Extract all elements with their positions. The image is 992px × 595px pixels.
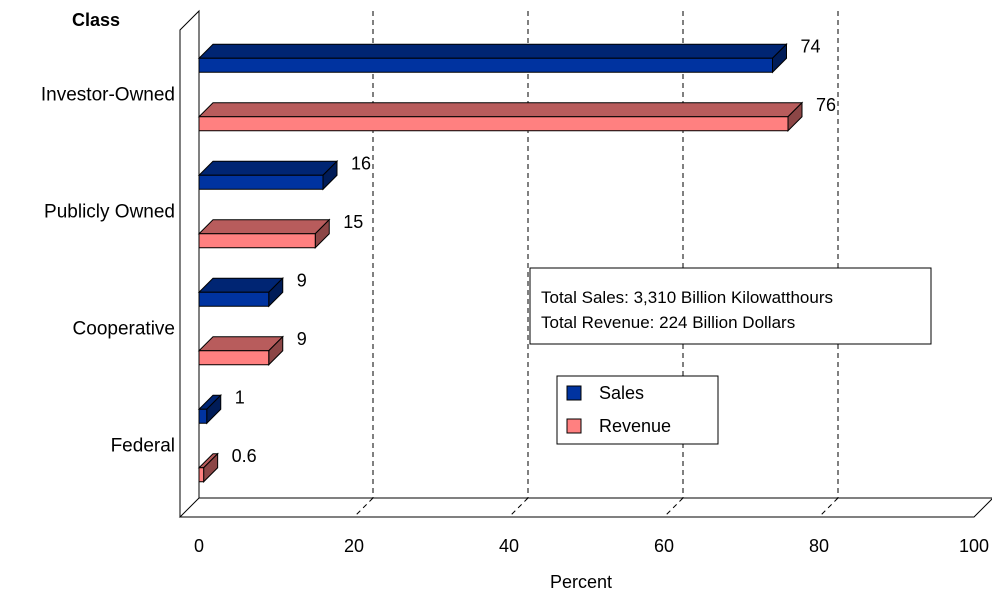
bar-sales-investor-owned (197, 43, 788, 74)
value-label-sales-cooperative: 9 (297, 270, 307, 290)
x-tick-label: 40 (499, 536, 519, 556)
category-axis-title: Class (72, 10, 120, 30)
bar-front (198, 116, 789, 132)
legend: Sales Revenue (556, 375, 719, 445)
value-label-revenue-federal: 0.6 (232, 446, 257, 466)
x-tick-label: 60 (654, 536, 674, 556)
bar-top (197, 160, 339, 176)
bar-revenue-publicly-owned (197, 218, 331, 249)
gridline-floor (508, 497, 529, 518)
annotation-line-sales: Total Sales: 3,310 Billion Kilowatthours (541, 288, 833, 307)
value-labels: 74 76 16 15 9 9 1 0.6 (232, 36, 836, 466)
bar-front (198, 291, 270, 307)
plot-frame (178, 9, 992, 518)
bar-sales-publicly-owned (197, 160, 339, 191)
value-label-revenue-cooperative: 9 (297, 329, 307, 349)
bar-top (197, 43, 788, 59)
x-tick-labels: 0 20 40 60 80 100 (194, 536, 989, 556)
bar-front (198, 350, 270, 366)
x-tick-label: 80 (809, 536, 829, 556)
bar-sales-federal (197, 394, 222, 425)
value-label-revenue-investor-owned: 76 (816, 95, 836, 115)
bars (197, 43, 804, 483)
x-axis-title: Percent (550, 572, 612, 592)
category-labels: Investor-Owned Publicly Owned Cooperative F… (41, 85, 175, 457)
category-label-cooperative: Cooperative (73, 319, 175, 340)
bar-front (198, 174, 324, 190)
value-label-sales-investor-owned: 74 (801, 36, 821, 56)
value-label-sales-publicly-owned: 16 (351, 153, 371, 173)
x-tick-label: 100 (959, 536, 989, 556)
bar-top (197, 219, 331, 235)
annotation-line-revenue: Total Revenue: 224 Billion Dollars (541, 313, 795, 332)
value-label-sales-federal: 1 (235, 387, 245, 407)
floor (178, 497, 992, 518)
legend-swatch-sales (566, 385, 582, 401)
bar-revenue-cooperative (197, 335, 284, 366)
x-tick-label: 20 (344, 536, 364, 556)
bar-top (197, 102, 804, 118)
gridline-floor (353, 497, 374, 518)
x-tick-label: 0 (194, 536, 204, 556)
bar-sales-cooperative (197, 277, 284, 308)
legend-swatch-revenue (566, 418, 582, 434)
bar-revenue-investor-owned (197, 101, 804, 132)
value-label-revenue-publicly-owned: 15 (343, 212, 363, 232)
category-label-federal: Federal (111, 436, 175, 457)
bar-revenue-federal (197, 452, 219, 483)
bar-front (198, 233, 316, 249)
back-wall-edge (179, 9, 200, 517)
category-label-publicly-owned: Publicly Owned (44, 202, 175, 223)
gridline-floor (663, 497, 684, 518)
bar-front (198, 467, 205, 483)
annotation-box: Total Sales: 3,310 Billion Kilowatthours… (529, 267, 932, 345)
bar-front (198, 57, 773, 73)
bar-front (198, 408, 208, 424)
category-label-investor-owned: Investor-Owned (41, 85, 175, 106)
legend-label-sales: Sales (599, 383, 644, 403)
legend-label-revenue: Revenue (599, 416, 671, 436)
gridline-floor (818, 497, 839, 518)
